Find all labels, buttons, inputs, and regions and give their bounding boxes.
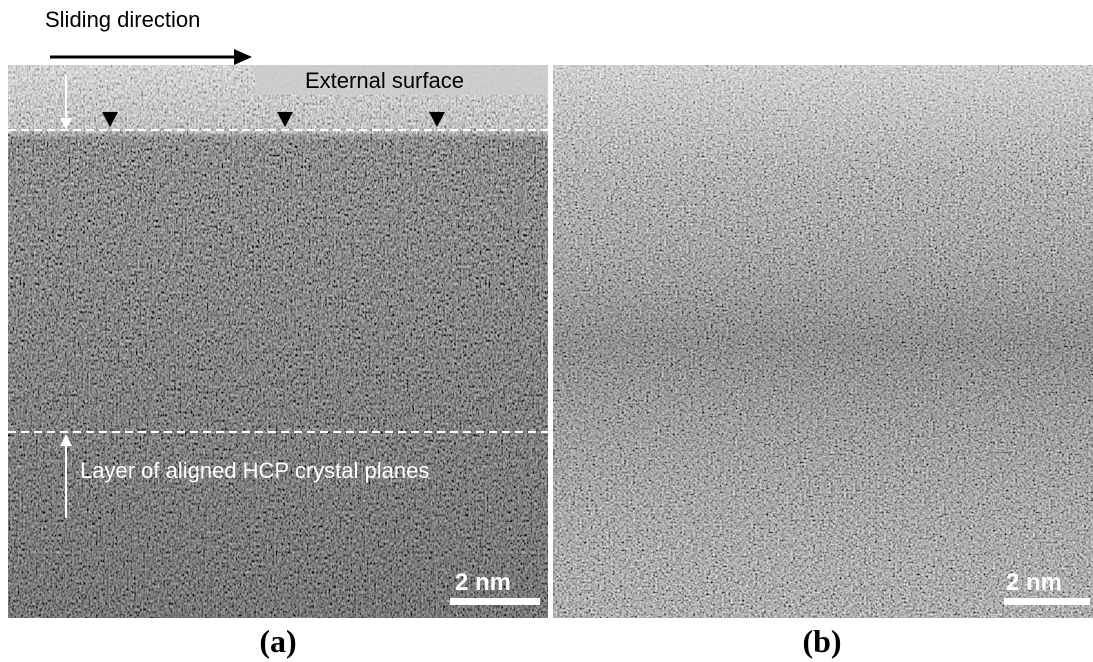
arrow-head: [60, 118, 72, 130]
marker: [102, 112, 118, 127]
annotation: Sliding direction: [45, 7, 200, 32]
panel-label: (a): [259, 623, 296, 659]
annotation: External surface: [305, 68, 464, 93]
scale-label: 2 nm: [1006, 569, 1062, 596]
scale-label: 2 nm: [455, 569, 511, 596]
surface-region: [255, 65, 548, 95]
scale-bar: [450, 598, 540, 605]
panel-a: External surface Layer of aligned HCP cr…: [8, 65, 548, 618]
micrograph-shading: [8, 65, 548, 618]
arrow-head: [234, 49, 252, 65]
annotation: Layer of aligned HCP crystal planes: [80, 458, 429, 483]
marker: [429, 112, 445, 127]
panel-label: (b): [802, 623, 841, 659]
marker: [277, 112, 293, 127]
scale-bar: [1004, 598, 1090, 605]
micrograph-shading: [553, 65, 1093, 618]
panel-b: 2 nm: [553, 65, 1093, 618]
arrow-head: [60, 434, 72, 446]
